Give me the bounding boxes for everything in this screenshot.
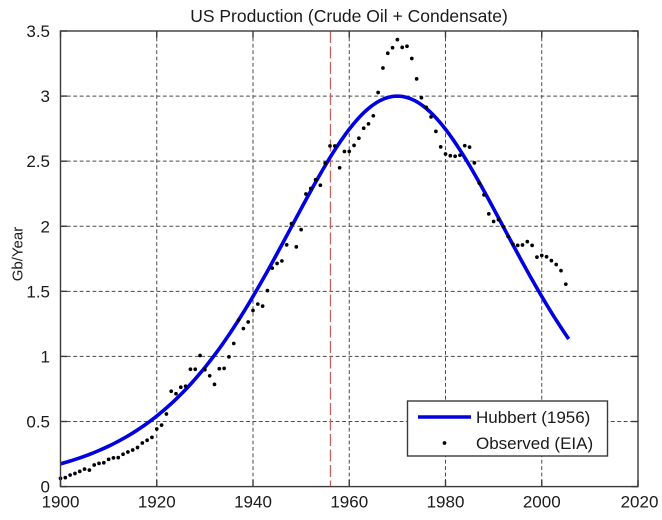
svg-text:1900: 1900 — [42, 492, 80, 511]
svg-text:1: 1 — [41, 347, 50, 366]
svg-text:1920: 1920 — [138, 492, 176, 511]
svg-text:2.5: 2.5 — [26, 152, 50, 171]
svg-text:Hubbert (1956): Hubbert (1956) — [476, 408, 590, 427]
svg-text:3.5: 3.5 — [26, 22, 50, 41]
svg-text:2000: 2000 — [523, 492, 561, 511]
svg-text:0: 0 — [41, 478, 50, 497]
svg-text:2: 2 — [41, 217, 50, 236]
svg-text:0.5: 0.5 — [26, 413, 50, 432]
svg-text:1.5: 1.5 — [26, 282, 50, 301]
svg-text:1980: 1980 — [427, 492, 465, 511]
svg-text:3: 3 — [41, 87, 50, 106]
svg-text:1940: 1940 — [234, 492, 272, 511]
svg-text:2020: 2020 — [621, 492, 659, 511]
svg-text:Observed (EIA): Observed (EIA) — [476, 434, 593, 453]
svg-text:Gb/Year: Gb/Year — [10, 227, 27, 282]
svg-text:US Production (Crude Oil + Con: US Production (Crude Oil + Condensate) — [190, 6, 508, 26]
svg-text:1960: 1960 — [330, 492, 368, 511]
